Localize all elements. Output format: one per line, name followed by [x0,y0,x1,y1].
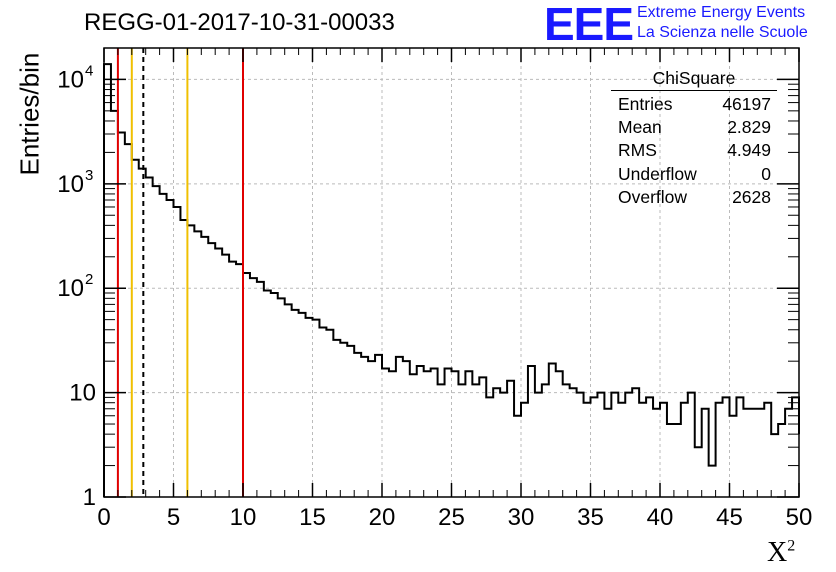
x-tick-label: 40 [647,504,674,531]
stats-row: Mean 2.829 [611,116,777,139]
x-tick-label: 0 [97,504,110,531]
x-axis-label-exponent: 2 [787,537,796,555]
x-tick-label: 10 [230,504,257,531]
x-tick-label: 20 [369,504,396,531]
x-tick-label: 5 [167,504,180,531]
eee-logo: EEE [544,0,634,50]
stats-label: Mean [618,117,662,138]
y-tick-label: 10 [57,275,84,302]
y-tick-label: 1 [83,484,96,511]
stats-label: Entries [618,94,673,114]
y-tick-label: 10 [57,66,84,93]
stats-value: 46197 [722,94,771,114]
x-tick-label: 25 [438,504,465,531]
eee-subtitle-line2: La Scienza nelle Scuole [637,24,808,41]
y-tick-exponent: 2 [85,271,93,288]
x-tick-label: 45 [716,504,743,531]
stats-value: 2628 [732,186,771,207]
stats-row: RMS 4.949 [611,139,777,162]
x-tick-label: 35 [577,504,604,531]
x-axis-label: X2 [767,537,795,569]
stats-row: Entries 46197 [611,93,777,116]
y-tick-label: 10 [57,171,84,198]
y-tick-label: 10 [69,380,96,407]
stats-row: Underflow 0 [611,163,777,186]
x-tick-label: 50 [786,504,813,531]
eee-subtitle-line1: Extreme Energy Events [637,4,806,21]
histogram-series [103,63,800,497]
x-tick-label: 30 [508,504,535,531]
y-tick-exponent: 4 [85,62,93,79]
stats-row: Overflow 2628 [611,186,777,209]
stats-value: 4.949 [727,140,771,161]
stats-label: Overflow [618,186,688,207]
stats-title: ChiSquare [611,68,777,91]
chart-title: REGG-01-2017-10-31-00033 [84,9,395,36]
y-axis-label: Entries/bin [14,52,45,176]
stats-label: Underflow [618,163,697,184]
stats-value: 2.829 [727,117,771,138]
y-tick-exponent: 3 [85,167,93,184]
stats-value: 0 [761,163,771,184]
x-axis-label-text: X [767,537,788,568]
x-tick-label: 15 [299,504,326,531]
stats-label: RMS [618,140,657,161]
stats-box: ChiSquare Entries 46197 Mean 2.829 RMS 4.94… [611,68,777,209]
